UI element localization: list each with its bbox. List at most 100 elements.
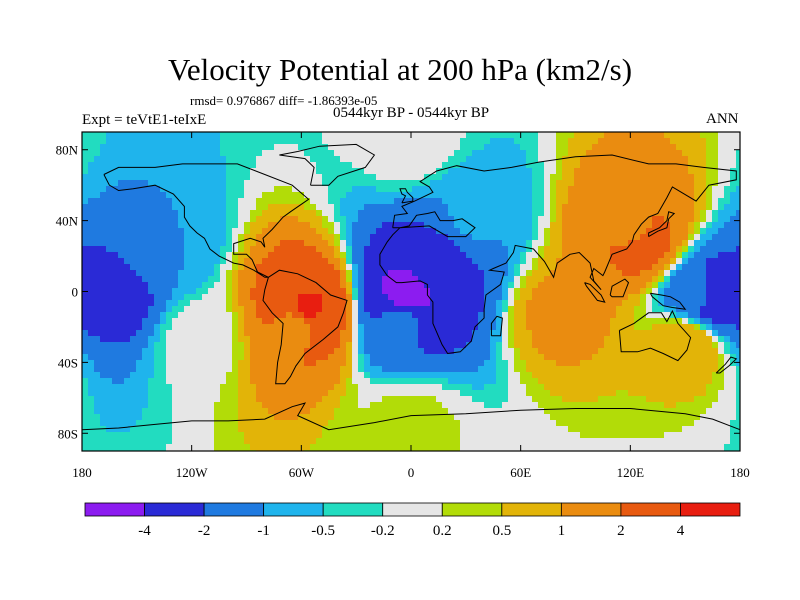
field-cell [340,294,347,301]
field-cell [544,366,551,373]
field-cell [700,252,707,259]
field-cell [454,186,461,193]
field-cell [328,354,335,361]
field-cell [232,132,239,139]
field-cell [352,162,359,169]
field-cell [532,270,539,277]
field-cell [682,138,689,145]
field-cell [310,354,317,361]
field-cell [718,252,725,259]
field-cell [220,234,227,241]
field-cell [226,240,233,247]
field-cell [562,228,569,235]
field-cell [658,318,665,325]
field-cell [604,174,611,181]
field-cell [364,360,371,367]
field-cell [526,336,533,343]
field-cell [682,252,689,259]
field-cell [556,228,563,235]
field-cell [604,210,611,217]
field-cell [418,150,425,157]
field-cell [652,228,659,235]
field-cell [664,336,671,343]
field-cell [124,138,131,145]
field-cell [496,168,503,175]
field-cell [160,162,167,169]
field-cell [340,174,347,181]
field-cell [466,348,473,355]
field-cell [592,348,599,355]
field-cell [298,228,305,235]
field-cell [586,174,593,181]
field-cell [556,132,563,139]
field-cell [280,144,287,151]
field-cell [280,222,287,229]
field-cell [190,378,197,385]
field-cell [298,318,305,325]
field-cell [526,180,533,187]
field-cell [454,228,461,235]
field-cell [328,342,335,349]
field-cell [466,162,473,169]
field-cell [544,192,551,199]
field-cell [376,216,383,223]
field-cell [136,318,143,325]
field-cell [154,264,161,271]
field-cell [598,186,605,193]
field-cell [142,264,149,271]
field-cell [178,216,185,223]
field-cell [610,222,617,229]
field-cell [406,228,413,235]
field-cell [106,402,113,409]
field-cell [184,402,191,409]
field-cell [346,252,353,259]
field-cell [262,186,269,193]
field-cell [616,180,623,187]
field-cell [424,396,431,403]
field-cell [442,216,449,223]
field-cell [484,222,491,229]
field-cell [454,264,461,271]
field-cell [442,240,449,247]
field-cell [676,162,683,169]
field-cell [112,258,119,265]
field-cell [466,384,473,391]
field-cell [106,162,113,169]
field-cell [394,306,401,313]
field-cell [172,258,179,265]
field-cell [118,354,125,361]
field-cell [400,174,407,181]
field-cell [268,270,275,277]
field-cell [166,252,173,259]
field-cell [334,384,341,391]
field-cell [610,372,617,379]
field-cell [358,396,365,403]
field-cell [622,204,629,211]
field-cell [562,372,569,379]
field-cell [616,204,623,211]
field-cell [316,240,323,247]
field-cell [508,360,515,367]
field-cell [730,360,737,367]
field-cell [298,144,305,151]
field-cell [646,192,653,199]
field-cell [364,180,371,187]
field-cell [208,210,215,217]
field-cell [184,390,191,397]
field-cell [208,324,215,331]
field-cell [274,156,281,163]
field-cell [436,348,443,355]
field-cell [538,258,545,265]
field-cell [526,354,533,361]
field-cell [664,204,671,211]
field-cell [394,186,401,193]
field-cell [166,384,173,391]
field-cell [574,234,581,241]
field-cell [118,240,125,247]
field-cell [448,390,455,397]
field-cell [412,222,419,229]
field-cell [676,138,683,145]
field-cell [682,216,689,223]
field-cell [454,138,461,145]
field-cell [286,204,293,211]
